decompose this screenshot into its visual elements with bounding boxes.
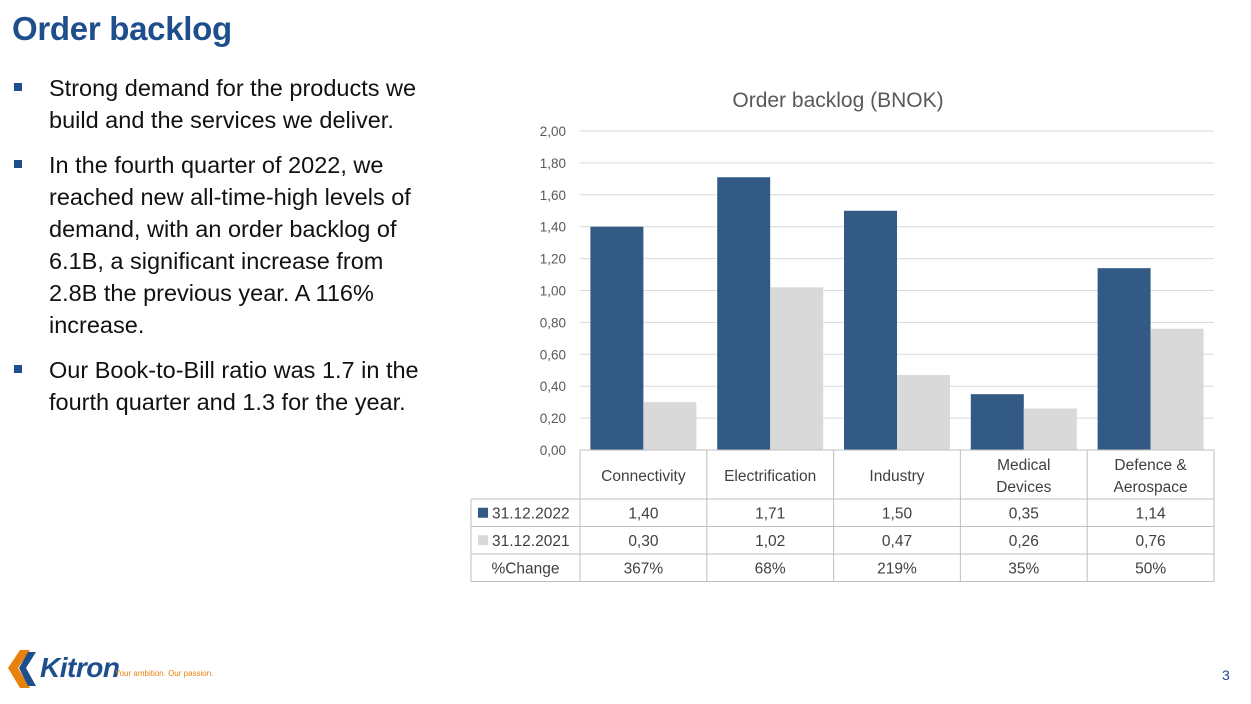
bar-2021 (1150, 328, 1204, 450)
bar-2021 (897, 375, 950, 450)
category-label: Defence & Aerospace (1114, 457, 1188, 496)
table-value: 0,30 (628, 533, 659, 550)
legend-key (478, 535, 488, 546)
bar-2021 (643, 402, 697, 450)
change-value: 219% (877, 560, 917, 577)
bullet-text: In the fourth quarter of 2022, we reache… (49, 152, 411, 338)
table-value: 1,02 (755, 533, 785, 550)
y-tick-label: 0,20 (540, 411, 566, 426)
kitron-logo: Kitron Your ambition. Our passion. (6, 648, 226, 694)
y-tick-label: 0,00 (540, 443, 566, 458)
kitron-chevron-icon (8, 650, 36, 688)
legend-label: 31.12.2021 (492, 533, 570, 550)
bullet-text: Strong demand for the products we build … (49, 75, 417, 133)
logo-text: Kitron (40, 652, 120, 683)
page-number: 3 (1222, 667, 1230, 683)
y-tick-label: 0,80 (540, 315, 566, 330)
bar-2021 (1023, 408, 1077, 450)
change-value: 50% (1135, 560, 1166, 577)
table-value: 1,14 (1136, 505, 1167, 522)
bullet-item: Our Book-to-Bill ratio was 1.7 in the fo… (14, 354, 424, 418)
legend-key (478, 507, 488, 518)
y-tick-label: 1,80 (540, 156, 566, 171)
bar-2022 (970, 394, 1024, 450)
bar-2021 (770, 287, 824, 450)
chart-title: Order backlog (BNOK) (732, 89, 943, 112)
table-value: 0,76 (1136, 533, 1166, 550)
category-label: Medical Devices (996, 457, 1051, 496)
category-label: Connectivity (601, 468, 686, 485)
bullet-item: Strong demand for the products we build … (14, 72, 424, 136)
table-value: 1,40 (628, 505, 659, 522)
legend-label: 31.12.2022 (492, 505, 570, 522)
category-label: Industry (869, 468, 924, 485)
y-tick-label: 0,60 (540, 347, 566, 362)
bar-2022 (1097, 268, 1151, 450)
y-tick-label: 1,40 (540, 220, 566, 235)
logo-tagline: Your ambition. Our passion. (115, 669, 214, 678)
bullet-list: Strong demand for the products we build … (14, 72, 424, 431)
bar-2022 (717, 177, 771, 450)
table-value: 0,47 (882, 533, 912, 550)
table-value: 0,35 (1009, 505, 1039, 522)
change-value: 68% (755, 560, 786, 577)
table-value: 1,71 (755, 505, 785, 522)
y-tick-label: 0,40 (540, 379, 566, 394)
bullet-item: In the fourth quarter of 2022, we reache… (14, 149, 424, 341)
bar-2022 (844, 210, 897, 450)
bullet-square-icon (14, 365, 22, 373)
bullet-square-icon (14, 83, 22, 91)
y-tick-label: 1,60 (540, 188, 566, 203)
y-tick-label: 1,00 (540, 284, 566, 299)
table-value: 0,26 (1009, 533, 1039, 550)
bar-2022 (590, 226, 644, 450)
y-tick-label: 1,20 (540, 252, 566, 267)
bullet-square-icon (14, 160, 22, 168)
table-value: 1,50 (882, 505, 913, 522)
category-label: Electrification (724, 468, 816, 485)
slide-title: Order backlog (12, 10, 232, 47)
change-value: 35% (1008, 560, 1039, 577)
y-tick-label: 2,00 (540, 124, 566, 139)
bullet-text: Our Book-to-Bill ratio was 1.7 in the fo… (49, 357, 419, 415)
change-value: 367% (624, 560, 664, 577)
change-row-label: %Change (491, 560, 559, 577)
